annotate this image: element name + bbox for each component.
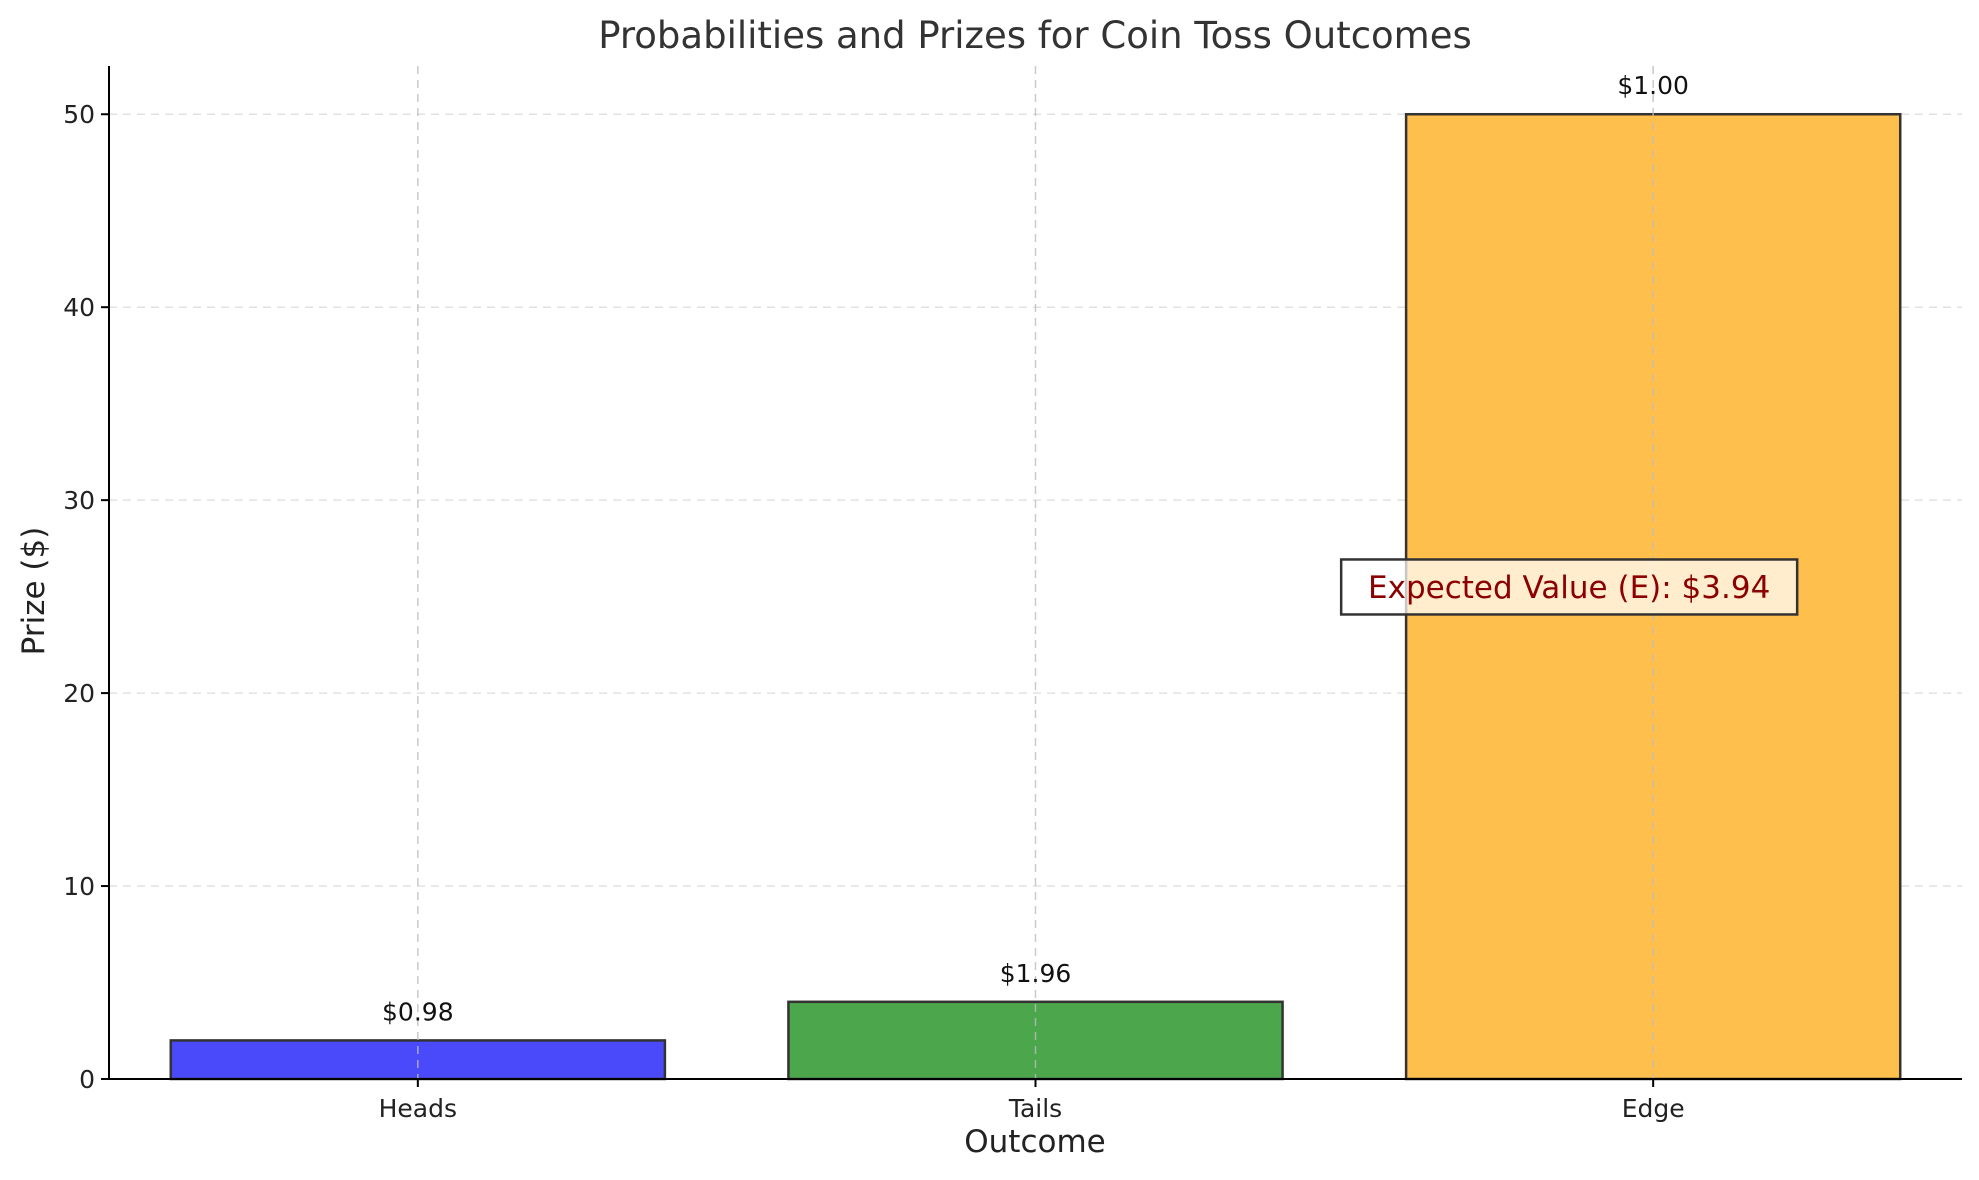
- y-tick-label: 30: [63, 486, 95, 515]
- expected-value-label: Expected Value (E): $3.94: [1368, 570, 1770, 606]
- data-label-layer: $0.98 $1.96 $1.00: [382, 71, 1689, 1026]
- y-tick-label: 20: [63, 679, 95, 708]
- y-axis-label: Prize ($): [16, 527, 52, 656]
- chart-title: Probabilities and Prizes for Coin Toss O…: [598, 14, 1472, 57]
- y-tick-label: 50: [63, 100, 95, 129]
- y-tick-label: 10: [63, 872, 95, 901]
- x-tick-label-edge: Edge: [1622, 1094, 1685, 1123]
- expected-value-box: [1339, 558, 1799, 616]
- y-tick-label: 40: [63, 293, 95, 322]
- x-tick-label-tails: Tails: [1008, 1094, 1062, 1123]
- data-label-edge: $1.00: [1617, 71, 1689, 100]
- x-axis-label: Outcome: [964, 1124, 1105, 1160]
- tick-layer: 0 10 20 30 40 50 Heads Tails Edge: [63, 100, 1684, 1123]
- y-tick-label: 0: [79, 1065, 95, 1094]
- expected-value-annotation: Expected Value (E): $3.94: [1339, 558, 1799, 616]
- data-label-heads: $0.98: [382, 997, 454, 1026]
- x-tick-label-heads: Heads: [379, 1094, 457, 1123]
- data-label-tails: $1.96: [1000, 959, 1072, 988]
